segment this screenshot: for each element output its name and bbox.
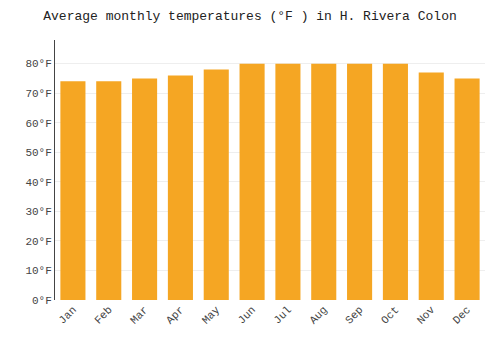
- svg-text:20°F: 20°F: [25, 236, 51, 248]
- svg-text:Average monthly temperatures (: Average monthly temperatures (°F ) in H.…: [43, 9, 456, 24]
- svg-text:Feb: Feb: [92, 304, 114, 326]
- svg-text:Mar: Mar: [128, 304, 150, 326]
- svg-text:Oct: Oct: [379, 304, 401, 326]
- svg-text:50°F: 50°F: [25, 147, 51, 159]
- svg-text:30°F: 30°F: [25, 206, 51, 218]
- svg-text:Jul: Jul: [271, 304, 293, 326]
- svg-text:Jan: Jan: [56, 304, 78, 326]
- svg-text:Aug: Aug: [307, 304, 329, 326]
- svg-text:10°F: 10°F: [25, 265, 51, 277]
- svg-text:70°F: 70°F: [25, 88, 51, 100]
- svg-text:Jun: Jun: [236, 304, 258, 326]
- svg-text:May: May: [200, 304, 223, 327]
- svg-text:Apr: Apr: [164, 304, 186, 326]
- svg-text:40°F: 40°F: [25, 177, 51, 189]
- svg-text:80°F: 80°F: [25, 58, 51, 70]
- svg-text:Nov: Nov: [415, 304, 438, 327]
- svg-text:Dec: Dec: [451, 304, 473, 326]
- svg-text:Sep: Sep: [343, 304, 365, 326]
- svg-text:0°F: 0°F: [32, 295, 52, 307]
- svg-text:60°F: 60°F: [25, 118, 51, 130]
